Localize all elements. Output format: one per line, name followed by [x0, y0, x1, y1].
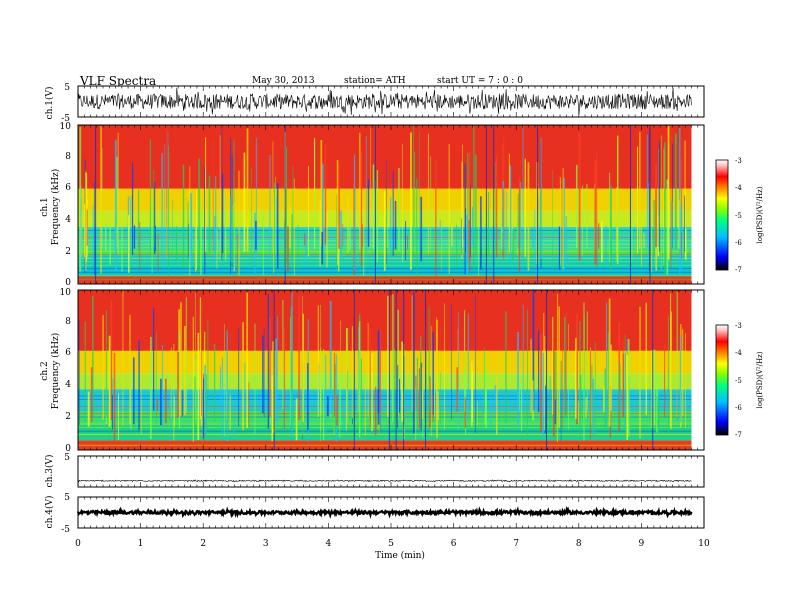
ch1-waveform-line: [77, 87, 692, 116]
time-axis-label: Time (min): [375, 550, 425, 561]
ch2-colorbar: [715, 324, 729, 436]
ch2-freq-tick-0: 0: [65, 444, 71, 454]
time-tick-label: 7: [513, 539, 519, 549]
ch1-spectrogram-panel: 0 2 4 6 8 10 ch.1 Frequency (kHz) -3 -4 …: [40, 122, 764, 288]
ch1-colorbar-tick-m7: -7: [735, 266, 742, 274]
time-tick-label: 2: [200, 539, 206, 549]
ch2-colorbar-tick-m5: -5: [735, 377, 742, 385]
ch3-waveform-ylabel: ch.3(V): [44, 455, 55, 488]
ch2-spectrogram-panel: 0 2 4 6 8 10 ch.2 Frequency (kHz) -3 -4 …: [40, 288, 764, 454]
ch1-colorbar-tick-m3: -3: [735, 157, 742, 165]
ch2-spectrogram-ylabel: Frequency (kHz): [50, 333, 61, 410]
ch1-spectrogram-band: [78, 125, 692, 189]
ch2-spectrogram-image: [78, 290, 692, 450]
ch1-waveform-panel: 5 -5 ch.1(V): [44, 83, 705, 124]
ch1-colorbar-label: log(PSD)(V²/Hz): [756, 186, 764, 243]
ch4-ytick-bottom: -5: [61, 525, 70, 535]
ch2-freq-tick-10: 10: [60, 288, 72, 298]
ch2-freq-tick-8: 8: [65, 317, 71, 327]
ch2-spectrogram-band: [78, 373, 692, 390]
ch2-colorbar-tick-m3: -3: [735, 322, 742, 330]
time-tick-label: 8: [576, 539, 582, 549]
time-tick-label: 0: [75, 539, 81, 549]
ch3-waveform-line: [77, 479, 692, 483]
ch4-waveform-ylabel: ch.4(V): [44, 496, 55, 529]
ch1-spectrogram-ylabel: Frequency (kHz): [50, 169, 61, 246]
time-tick-label: 5: [388, 539, 394, 549]
start-time-label: start UT = 7 : 0 : 0: [437, 76, 523, 86]
ch4-ytick-top: 5: [64, 493, 70, 503]
ch1-spectrogram-band: [78, 276, 692, 284]
ch2-colorbar-tick-m4: -4: [735, 349, 742, 357]
date-label: May 30, 2013: [252, 76, 315, 86]
time-tick-label: 9: [639, 539, 645, 549]
ch1-ytick-top: 5: [64, 83, 70, 93]
ch2-colorbar-label: log(PSD)(V²/Hz): [756, 351, 764, 408]
figure-title: VLF Spectra: [79, 74, 156, 88]
ch1-spectrogram-axis-ticks: [77, 125, 705, 284]
ch1-ytick-bottom: -5: [61, 114, 70, 124]
ch1-colorbar-tick-m4: -4: [735, 184, 742, 192]
ch2-spectrogram-channel-label: ch.2: [40, 361, 50, 380]
ch2-spectrogram-band: [78, 424, 692, 441]
ch1-time-ticks: [77, 86, 705, 117]
ch1-freq-tick-2: 2: [65, 247, 71, 257]
ch1-colorbar: [715, 159, 729, 271]
ch2-spectrogram-band: [78, 290, 692, 351]
ch1-spectrogram-channel-label: ch.1: [40, 197, 50, 216]
time-tick-label: 3: [263, 539, 269, 549]
ch2-spectrogram-band: [78, 389, 692, 412]
time-tick-label: 10: [698, 539, 710, 549]
ch1-colorbar-tick-m5: -5: [735, 212, 742, 220]
ch1-waveform-ylabel: ch.1(V): [44, 87, 55, 120]
ch2-freq-tick-6: 6: [65, 348, 71, 358]
ch1-freq-tick-6: 6: [65, 183, 71, 193]
ch2-spectrogram-band: [78, 411, 692, 425]
ch3-waveform-panel: 5 ch.3(V): [44, 453, 705, 488]
time-axis-tick-labels: 0 1 2 3 4 5 6 7 8 9 10: [75, 539, 710, 549]
ch4-waveform-trace: [76, 505, 693, 520]
ch2-spectrogram-band: [78, 350, 692, 374]
time-tick-label: 4: [326, 539, 332, 549]
ch2-colorbar-tick-m7: -7: [735, 431, 742, 439]
ch2-freq-tick-4: 4: [65, 380, 71, 390]
ch3-ytick-top: 5: [64, 453, 70, 463]
ch1-spectrogram-image: [78, 125, 692, 284]
ch4-waveform-line: [76, 505, 693, 520]
ch1-freq-tick-4: 4: [65, 215, 71, 225]
ch2-spectrogram-axis-ticks: [77, 290, 705, 450]
ch1-colorbar-tick-m6: -6: [735, 239, 742, 247]
ch1-waveform-trace: [77, 87, 692, 116]
ch4-waveform-panel: 5 -5 ch.4(V): [44, 493, 705, 535]
ch4-time-ticks: [77, 497, 705, 528]
ch3-time-ticks: [77, 456, 705, 487]
station-label: station= ATH: [344, 76, 406, 86]
ch2-colorbar-tick-m6: -6: [735, 404, 742, 412]
time-tick-label: 6: [451, 539, 457, 549]
time-tick-label: 1: [138, 539, 144, 549]
ch3-waveform-trace: [77, 479, 692, 483]
ch1-freq-tick-8: 8: [65, 152, 71, 162]
ch1-freq-tick-10: 10: [60, 122, 72, 132]
ch1-freq-tick-0: 0: [65, 278, 71, 288]
ch2-freq-tick-2: 2: [65, 412, 71, 422]
